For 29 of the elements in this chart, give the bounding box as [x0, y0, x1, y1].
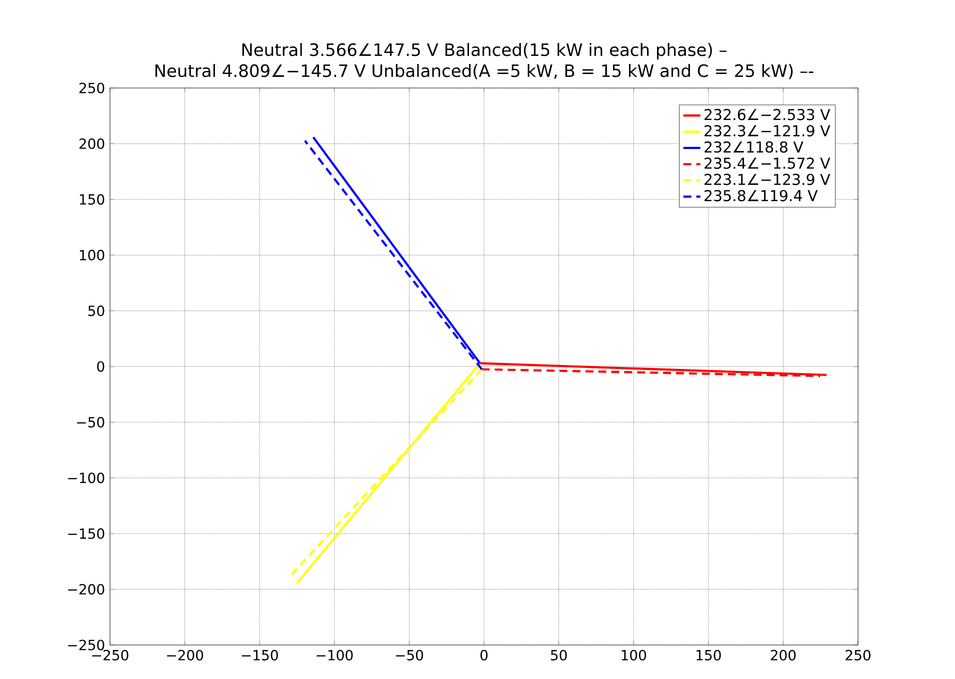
y-tick-label: 150	[80, 194, 104, 205]
x-tick-label: 0	[480, 650, 488, 660]
x-tick-label: −200	[167, 650, 204, 660]
y-tick-label: 200	[79, 138, 104, 149]
chart-title: Neutral 3.566∠147.5 V Balanced(15 kW in each phase) –	[242, 42, 726, 60]
y-tick-label: 250	[79, 82, 104, 94]
y-tick-label: 100	[80, 250, 104, 260]
legend-label: 232∠118.8 V	[704, 141, 804, 153]
x-tick-label: −150	[242, 650, 278, 660]
x-tick-label: −50	[396, 650, 424, 660]
y-tick-label: −50	[77, 416, 104, 428]
x-tick-label: 150	[696, 650, 721, 660]
chart-subtitle: Neutral 4.809∠−145.7 V Unbalanced(A =5 kW, B = 15 kW and C = 25 kW) –-	[155, 64, 814, 80]
legend-label: 235.4∠−1.572 V	[704, 158, 830, 169]
legend-label: 223.1∠−123.9 V	[704, 174, 830, 186]
y-tick-label: −250	[68, 640, 104, 650]
legend-label: 232.3∠−121.9 V	[704, 125, 830, 136]
y-tick-label: −150	[68, 528, 104, 539]
legend-label: 235.8∠119.4 V	[704, 190, 818, 202]
y-tick-label: −200	[68, 584, 104, 595]
legend-label: 232.6∠−2.533 V	[704, 108, 830, 120]
x-tick-label: 50	[550, 650, 567, 660]
y-tick-label: 0	[97, 361, 104, 372]
y-tick-label: −100	[68, 472, 104, 484]
x-tick-label: −100	[316, 650, 353, 660]
y-tick-label: 50	[88, 306, 104, 316]
x-tick-label: 200	[770, 650, 796, 660]
x-tick-label: 250	[846, 650, 870, 660]
x-tick-label: 100	[622, 650, 646, 660]
